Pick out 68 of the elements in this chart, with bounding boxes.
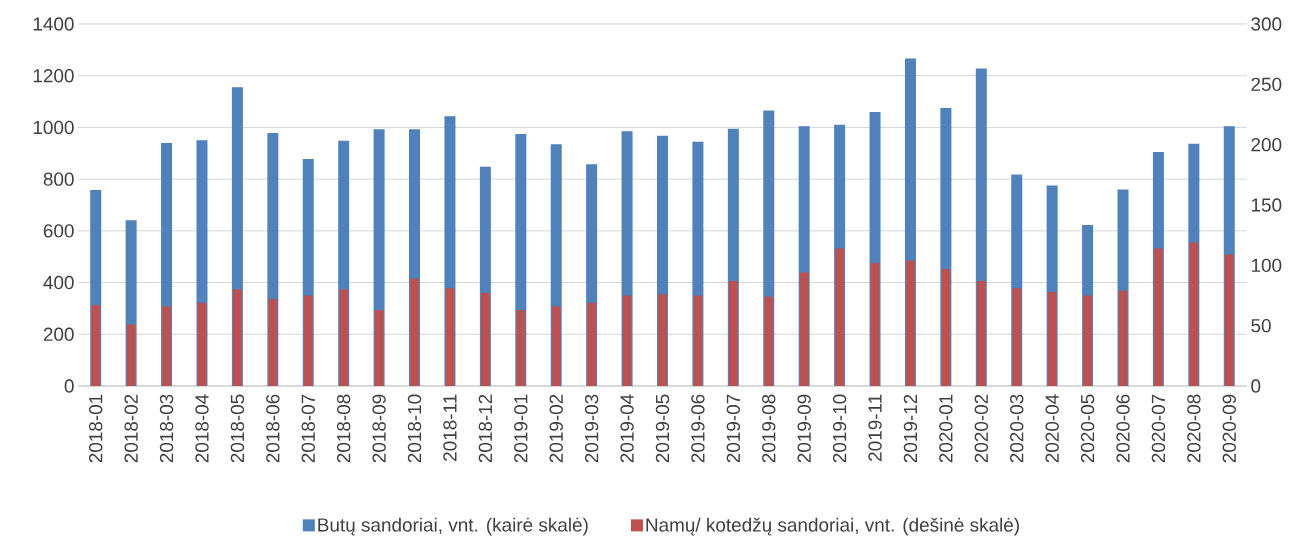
y-tick-label: 1200 xyxy=(33,69,74,83)
bar xyxy=(1154,248,1163,386)
x-tick-label: 2018-01 xyxy=(89,394,103,463)
bar xyxy=(906,260,915,386)
legend-label: Butų sandoriai, vnt. (kairė skalė) xyxy=(318,517,588,536)
y2-tick-label: 150 xyxy=(1251,198,1282,212)
y2-tick-label: 200 xyxy=(1251,137,1282,152)
bar xyxy=(729,281,738,386)
x-tick-label: 2019-12 xyxy=(903,394,918,463)
x-tick-label: 2018-05 xyxy=(230,394,245,463)
x-tick-label: 2018-07 xyxy=(301,394,315,463)
x-tick-label: 2018-04 xyxy=(195,394,209,463)
x-tick-label: 2019-10 xyxy=(832,394,847,463)
x-tick-label: 2020-06 xyxy=(1116,394,1130,463)
bar xyxy=(516,309,526,386)
x-tick-label: 2018-06 xyxy=(266,394,280,463)
y2-tick-label: 100 xyxy=(1251,258,1282,273)
y-tick-label: 0 xyxy=(64,379,74,393)
y-tick-label: 1000 xyxy=(33,120,74,135)
bar xyxy=(481,293,490,386)
y-tick-label: 400 xyxy=(43,275,74,290)
x-tick-label: 2019-05 xyxy=(655,394,670,463)
x-tick-label: 2019-09 xyxy=(797,394,811,463)
y2-tick-label: 50 xyxy=(1251,318,1271,333)
y-tick-label: 200 xyxy=(43,327,74,341)
bar xyxy=(162,306,171,386)
bar xyxy=(1083,295,1092,386)
bar xyxy=(374,309,384,386)
legend-label: Namų/ kotedžų sandoriai, vnt. (dešinė skalė) xyxy=(646,517,1019,536)
y-tick-label: 1400 xyxy=(33,17,74,31)
x-tick-label: 2020-09 xyxy=(1222,394,1236,463)
x-tick-label: 2018-10 xyxy=(407,394,422,463)
y2-tick-label: 250 xyxy=(1251,77,1282,92)
x-tick-label: 2020-02 xyxy=(974,394,989,463)
x-tick-label: 2019-07 xyxy=(726,394,741,463)
bar xyxy=(1225,254,1234,386)
x-tick-label: 2020-03 xyxy=(1010,394,1024,463)
x-tick-label: 2019-01 xyxy=(514,394,528,463)
bar xyxy=(764,296,774,386)
x-tick-label: 2019-11 xyxy=(868,394,882,461)
x-tick-label: 2020-05 xyxy=(1080,394,1095,463)
x-tick-label: 2020-07 xyxy=(1151,394,1166,463)
y-tick-label: 800 xyxy=(43,172,74,186)
x-tick-label: 2018-12 xyxy=(478,394,493,463)
x-tick-label: 2019-03 xyxy=(584,394,599,463)
x-tick-label: 2020-04 xyxy=(1045,394,1059,463)
bar xyxy=(587,302,596,386)
bar xyxy=(339,289,348,386)
x-tick-label: 2018-08 xyxy=(336,394,351,463)
x-tick-label: 2018-11 xyxy=(443,394,457,461)
x-tick-label: 2018-03 xyxy=(159,394,174,463)
bar xyxy=(304,295,313,386)
y2-tick-label: 0 xyxy=(1251,379,1261,393)
x-tick-label: 2019-02 xyxy=(549,394,563,463)
x-tick-label: 2018-02 xyxy=(124,394,138,463)
bar xyxy=(233,289,242,386)
bar xyxy=(835,248,844,386)
y-tick-label: 600 xyxy=(43,224,74,238)
bar xyxy=(91,305,100,386)
x-tick-label: 2020-08 xyxy=(1187,394,1201,463)
x-tick-label: 2018-09 xyxy=(372,394,386,463)
x-tick-label: 2019-06 xyxy=(691,394,705,463)
y2-tick-label: 300 xyxy=(1251,17,1282,31)
x-tick-label: 2019-08 xyxy=(762,394,776,463)
x-tick-label: 2019-04 xyxy=(620,394,634,463)
bar xyxy=(977,281,986,386)
bar xyxy=(1012,288,1021,386)
x-tick-label: 2020-01 xyxy=(939,394,953,463)
